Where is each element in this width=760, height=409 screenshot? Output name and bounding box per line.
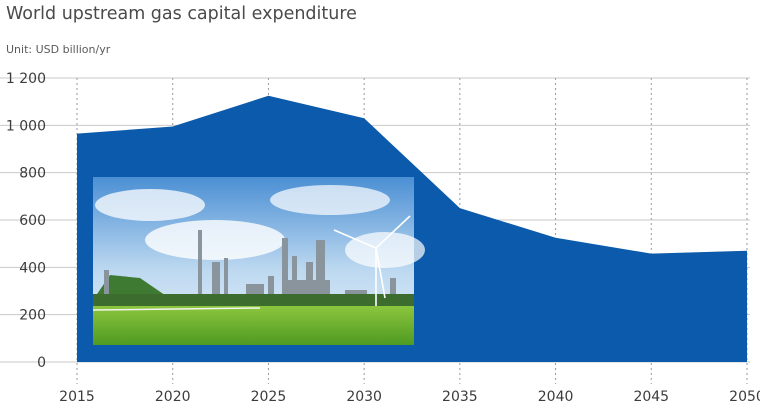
y-tick-label-4: 800 xyxy=(19,166,46,182)
x-tick-label-6: 2045 xyxy=(633,389,669,405)
y-tick-label-2: 400 xyxy=(19,260,46,276)
refinery-photo xyxy=(92,177,425,345)
x-tick-label-3: 2030 xyxy=(346,389,382,405)
x-tick-label-5: 2040 xyxy=(538,389,574,405)
x-axis-ticks: 2015 2020 2025 2030 2035 2040 2045 2050 xyxy=(59,389,760,405)
x-tick-label-2: 2025 xyxy=(251,389,287,405)
x-tick-label-1: 2020 xyxy=(155,389,191,405)
x-tick-label-7: 2050 xyxy=(729,389,760,405)
x-tick-label-4: 2035 xyxy=(442,389,478,405)
y-axis-ticks: 0 200 400 600 800 1 000 1 200 xyxy=(6,71,46,371)
chart-subtitle: Unit: USD billion/yr xyxy=(6,43,111,56)
y-tick-label-5: 1 000 xyxy=(6,118,46,134)
chart-title: World upstream gas capital expenditure xyxy=(6,4,357,24)
x-tick-label-0: 2015 xyxy=(59,389,95,405)
y-tick-label-0: 0 xyxy=(37,355,46,371)
y-tick-label-6: 1 200 xyxy=(6,71,46,87)
y-tick-label-3: 600 xyxy=(19,213,46,229)
y-tick-label-1: 200 xyxy=(19,308,46,324)
